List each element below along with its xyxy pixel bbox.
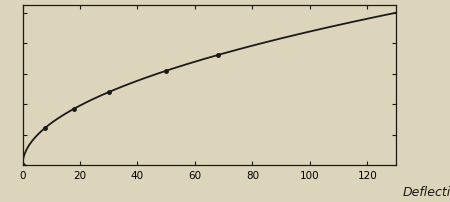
Text: Deflection: Deflection [403, 185, 450, 198]
